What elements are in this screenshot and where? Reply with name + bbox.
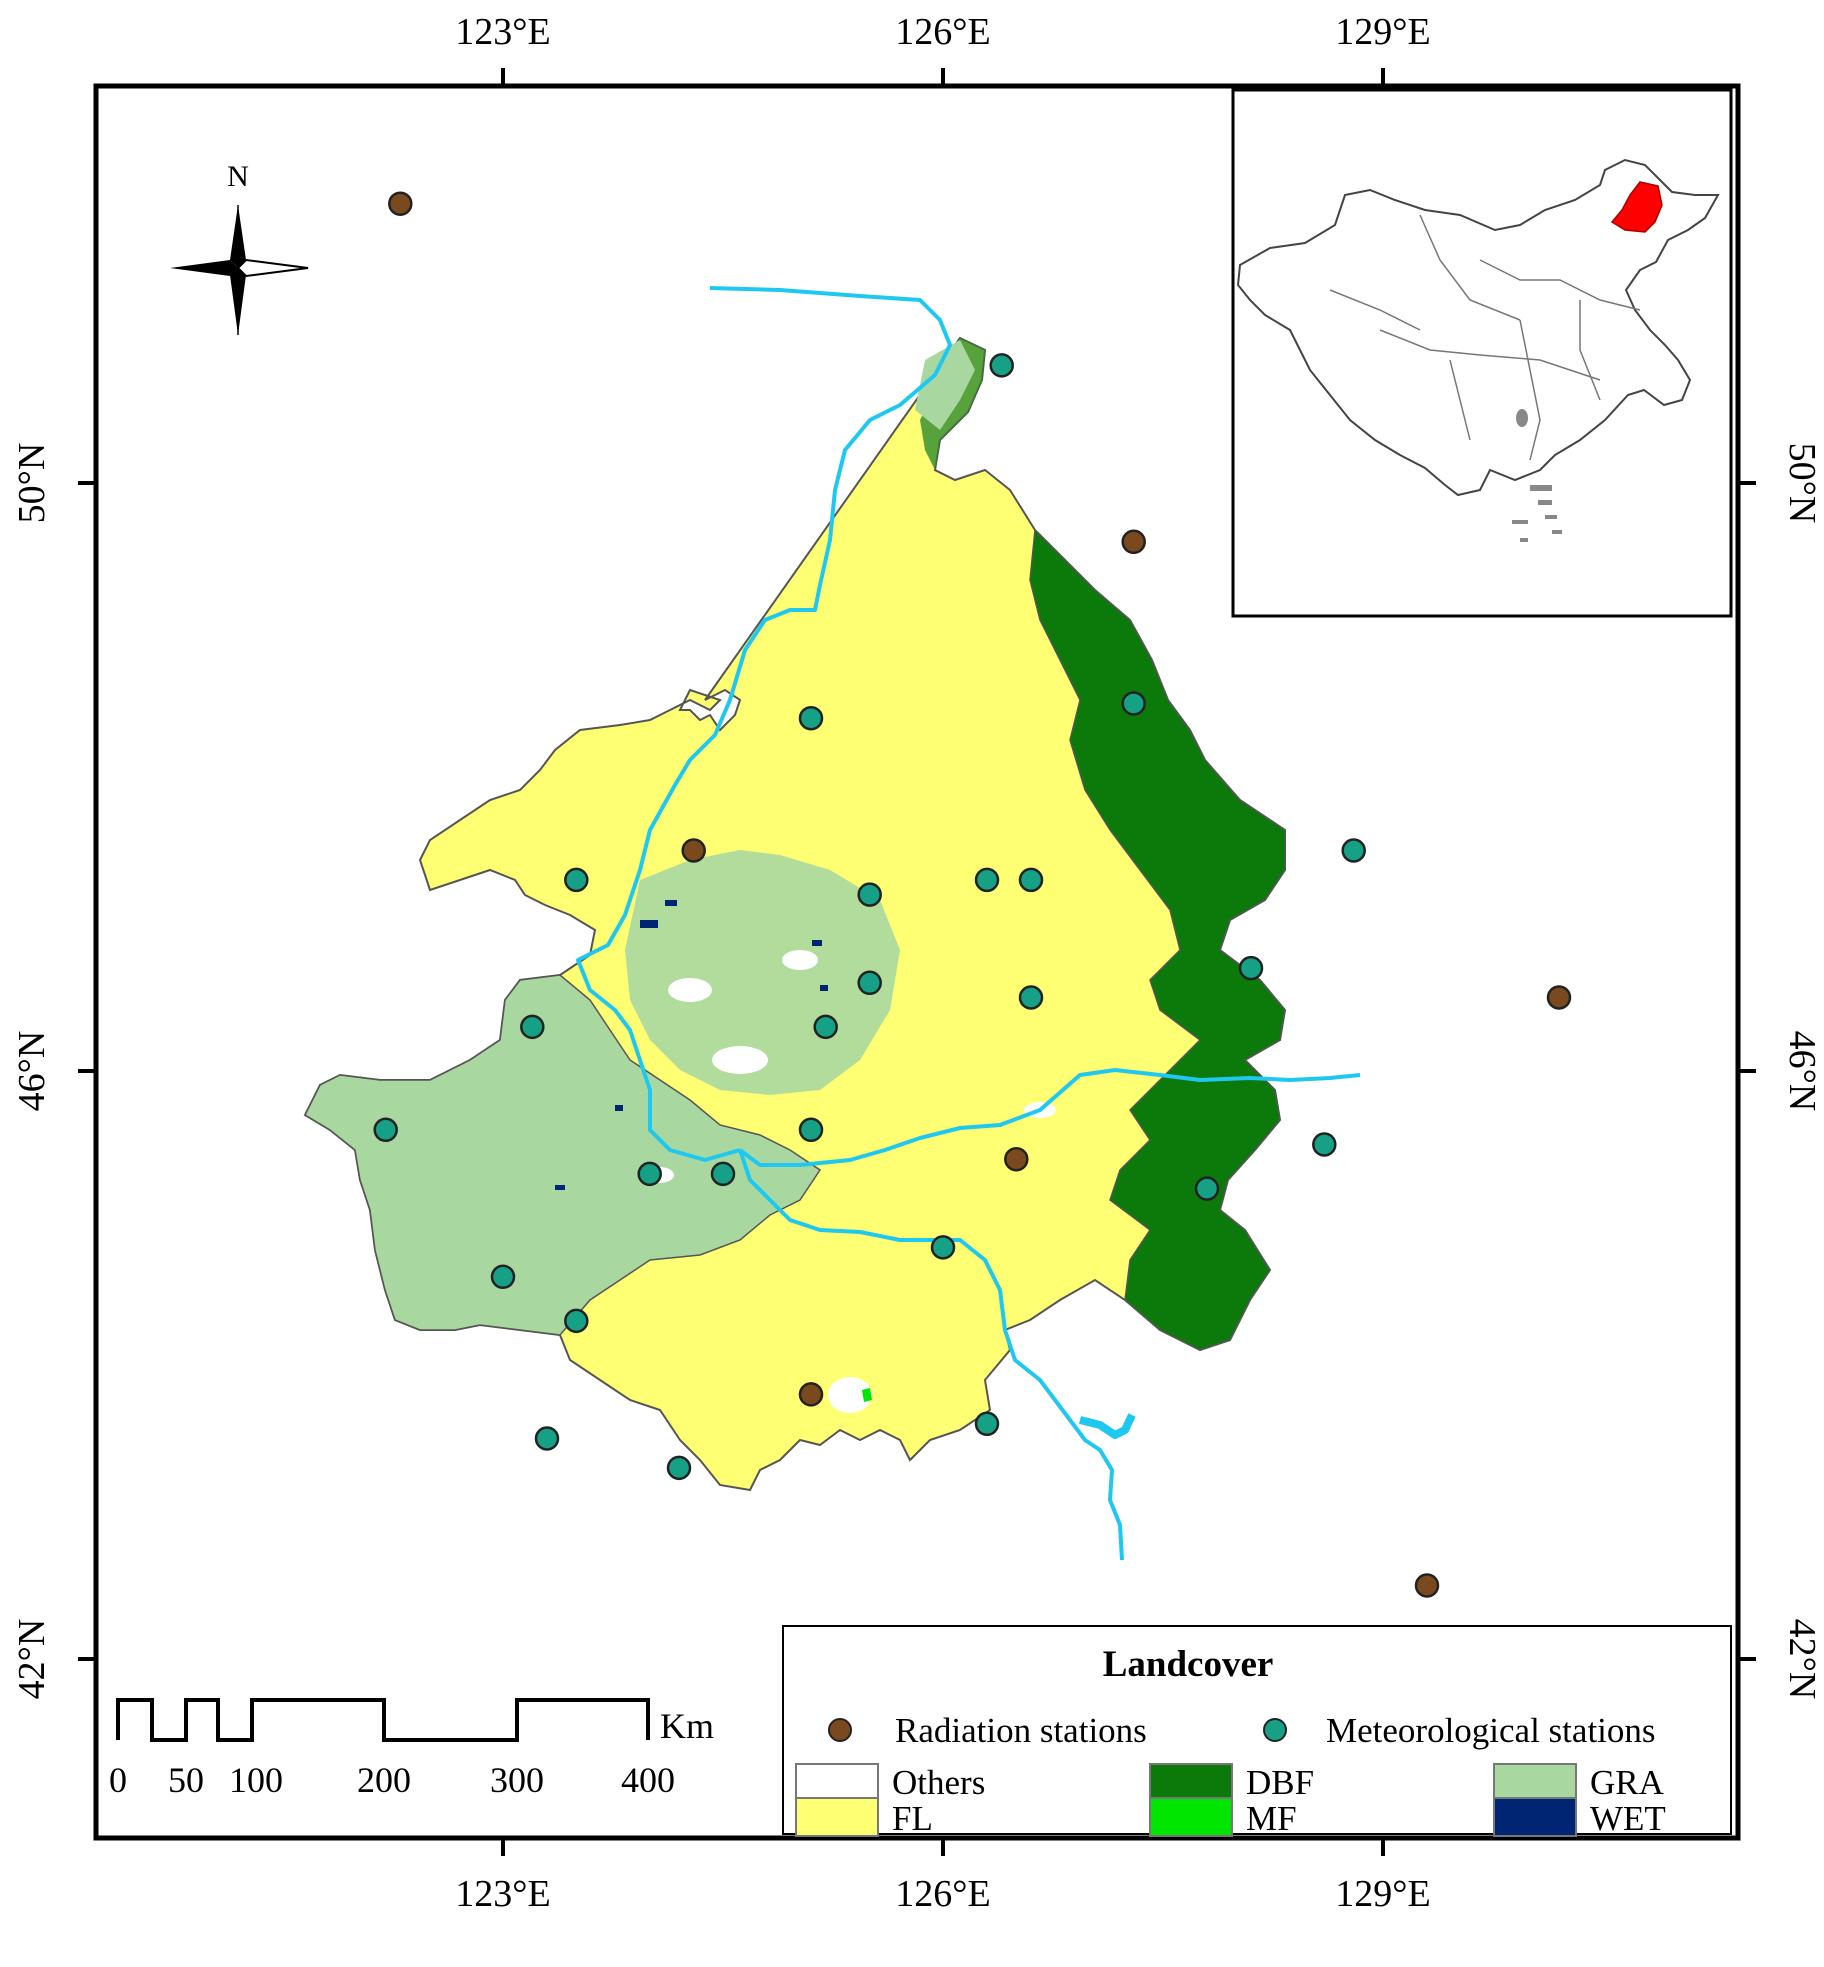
meteorological-station-marker: [1121, 691, 1146, 716]
legend-meteorological-label: Meteorological stations: [1326, 1711, 1656, 1750]
right-lat-label-3: 42°N: [1781, 1619, 1823, 1700]
meteorological-station-marker: [564, 867, 589, 893]
radiation-station-marker: [1004, 1146, 1029, 1172]
left-lat-label-1: 50°N: [11, 443, 53, 524]
meteorological-station-marker: [564, 1308, 589, 1334]
meteorological-station-marker: [534, 1426, 560, 1451]
legend-others-label: Others: [892, 1763, 985, 1802]
bottom-lon-label-3: 129°E: [1335, 1873, 1430, 1915]
meteorological-station-marker: [1018, 985, 1044, 1010]
scale-unit: Km: [660, 1706, 714, 1746]
scale-tick-200: 200: [357, 1760, 411, 1800]
legend-wet-swatch: [1493, 1797, 1577, 1837]
river-nen: [576, 286, 952, 1162]
scale-tick-0: 0: [109, 1760, 127, 1800]
rivers: [576, 286, 1361, 1561]
scale-tick-300: 300: [490, 1760, 544, 1800]
region-wet: [555, 900, 828, 1190]
meteorological-station-marker: [1341, 838, 1366, 863]
legend-dbf-swatch: [1149, 1763, 1233, 1803]
river-songhua: [738, 1068, 1361, 1167]
right-lat-label-1: 50°N: [1781, 443, 1823, 524]
meteorological-station-marker: [857, 970, 882, 996]
bottom-lon-label-2: 126°E: [895, 1873, 990, 1915]
meteorological-station-marker: [974, 867, 1000, 893]
radiation-station-marker: [798, 1382, 824, 1407]
meteorological-station-marker: [1312, 1132, 1337, 1157]
scale-bar: Km 0 50 100 200 300 400: [109, 1698, 714, 1800]
radiation-station-marker: [681, 838, 706, 863]
legend-title: Landcover: [1103, 1644, 1274, 1685]
bottom-lon-label-1: 123°E: [455, 1873, 550, 1915]
river-second-songhua: [738, 1149, 1124, 1561]
legend-wet-label: WET: [1590, 1799, 1666, 1838]
meteorological-station-marker: [710, 1161, 736, 1187]
scale-tick-50: 50: [168, 1760, 204, 1800]
left-lat-label-3: 42°N: [11, 1619, 53, 1700]
region-gra-north: [915, 340, 975, 430]
meteorological-station-marker: [520, 1014, 545, 1040]
radiation-station-marker: [1121, 529, 1146, 555]
inset-islands: [1512, 409, 1562, 542]
legend-mf-swatch: [1149, 1797, 1233, 1837]
radiation-station-marker: [388, 191, 413, 216]
meteorological-station-marker: [1194, 1176, 1220, 1201]
meteorological-station-marker: [798, 1117, 824, 1143]
legend-gra-label: GRA: [1590, 1763, 1665, 1802]
meteorological-station-marker: [637, 1161, 662, 1187]
meteorological-station-marker: [798, 705, 824, 731]
scale-bar-line: [116, 1698, 650, 1742]
legend: Landcover Radiation stations Meteorologi…: [782, 1625, 1732, 1838]
meteorological-station-marker: [989, 353, 1014, 378]
north-arrow: N: [170, 160, 309, 335]
legend-meteorological-marker: [1263, 1718, 1287, 1742]
legend-fl-label: FL: [892, 1799, 933, 1838]
river-reservoir: [1079, 1413, 1136, 1439]
radiation-station-marker: [1546, 985, 1572, 1010]
right-lat-label-2: 46°N: [1781, 1031, 1823, 1112]
inset-map: [1231, 88, 1733, 618]
top-lon-label-1: 123°E: [455, 11, 550, 53]
meteorological-station-marker: [373, 1117, 398, 1143]
meteorological-station-marker: [666, 1455, 692, 1481]
meteorological-station-marker: [813, 1014, 838, 1040]
inset-provinces: [1329, 214, 1641, 461]
region-dbf: [1029, 528, 1286, 1351]
region-gra-west: [304, 974, 822, 1336]
meteorological-station-marker: [1018, 867, 1044, 893]
legend-dbf-label: DBF: [1246, 1763, 1314, 1802]
top-lon-label-3: 129°E: [1335, 11, 1430, 53]
north-arrow-label: N: [227, 160, 249, 193]
legend-others-swatch: [795, 1763, 879, 1803]
legend-gra-swatch: [1493, 1763, 1577, 1803]
meteorological-station-marker: [857, 882, 882, 907]
meteorological-station-marker: [930, 1235, 956, 1260]
legend-fl-swatch: [795, 1797, 879, 1837]
scale-tick-100: 100: [229, 1760, 283, 1800]
radiation-station-marker: [1414, 1573, 1440, 1598]
graticule-ticks: [78, 68, 1756, 1856]
region-mf: [862, 1388, 872, 1402]
meteorological-station-marker: [1238, 955, 1264, 981]
legend-radiation-marker: [828, 1718, 852, 1742]
inset-china-outline: [1236, 158, 1720, 497]
scale-tick-400: 400: [621, 1760, 675, 1800]
meteorological-station-marker: [490, 1264, 516, 1290]
inset-study-area: [1610, 181, 1663, 233]
meteorological-station-marker: [974, 1411, 1000, 1437]
legend-mf-label: MF: [1246, 1799, 1297, 1838]
station-layer: [373, 191, 1572, 1598]
left-lat-label-2: 46°N: [11, 1031, 53, 1112]
top-lon-label-2: 126°E: [895, 11, 990, 53]
legend-radiation-label: Radiation stations: [895, 1711, 1147, 1750]
